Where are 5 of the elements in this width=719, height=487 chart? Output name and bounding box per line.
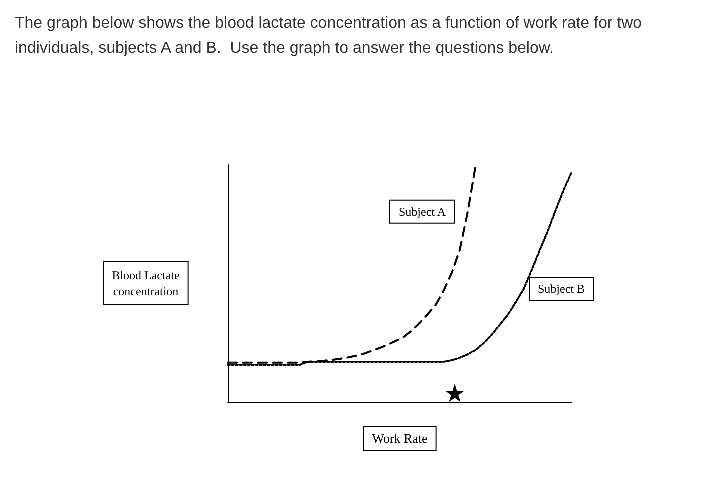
series-label: Subject B — [538, 282, 585, 296]
x-axis-title: Work Rate — [372, 431, 428, 446]
series-label: Subject A — [399, 204, 446, 219]
chart-title: The graph below shows the blood lactate concentration as a function of work rate for two individuals, subjects A and B. Use the graph to answer the questions below. — [15, 15, 646, 57]
y-axis-title: Blood Lactate concentration — [112, 268, 180, 298]
